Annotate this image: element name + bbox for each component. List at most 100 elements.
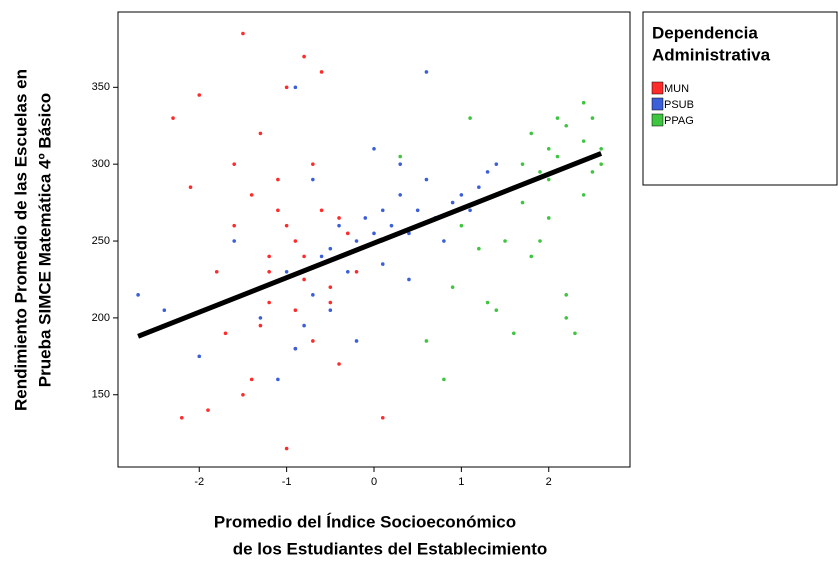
point	[354, 339, 359, 343]
point	[258, 316, 263, 320]
point	[241, 31, 245, 36]
point	[267, 269, 271, 274]
point	[197, 93, 202, 97]
point	[354, 269, 359, 274]
point	[276, 377, 280, 382]
point	[311, 293, 315, 297]
point	[284, 269, 289, 274]
x-tick-label: 1	[458, 476, 464, 488]
point	[564, 293, 569, 297]
y-tick-label: 200	[92, 312, 110, 324]
y-tick-label: 250	[92, 235, 110, 247]
point	[503, 239, 507, 243]
point	[293, 308, 298, 313]
point	[529, 131, 534, 136]
legend-title: Administrativa	[652, 45, 771, 64]
point	[319, 208, 324, 213]
x-tick-label: 2	[546, 476, 552, 488]
point	[477, 185, 481, 190]
point	[276, 177, 280, 182]
point	[424, 339, 429, 343]
point	[232, 162, 237, 166]
point	[249, 377, 254, 382]
point	[520, 162, 525, 166]
y-axis-title-line: Rendimiento Promedio de las Escuelas en	[11, 69, 30, 411]
point	[380, 208, 385, 213]
point	[276, 208, 280, 213]
legend-box	[642, 11, 838, 186]
point	[442, 239, 446, 243]
point	[293, 239, 298, 243]
point	[328, 308, 333, 313]
point	[389, 223, 394, 228]
point	[171, 116, 175, 120]
point	[302, 323, 306, 328]
point	[581, 139, 586, 143]
x-tick-label: -2	[194, 476, 204, 488]
x-axis-title-line: de los Estudiantes del Establecimiento	[233, 539, 548, 558]
point	[372, 147, 376, 151]
point	[398, 162, 403, 166]
point	[398, 193, 403, 197]
point	[345, 231, 350, 236]
y-axis-title-line: Prueba SIMCE Matemática 4º Básico	[35, 93, 54, 387]
legend-swatch	[651, 81, 664, 95]
point	[136, 293, 140, 297]
y-axis-title: Rendimiento Promedio de las Escuelas en …	[11, 69, 54, 411]
point	[450, 200, 455, 205]
point	[319, 70, 324, 74]
point	[424, 177, 429, 182]
point	[328, 300, 333, 305]
y-tick-label: 150	[92, 389, 110, 401]
point	[581, 193, 586, 197]
point	[162, 308, 167, 313]
point	[380, 416, 385, 420]
point	[468, 116, 472, 120]
point	[232, 239, 237, 243]
point	[380, 262, 385, 266]
legend-label: PSUB	[664, 99, 694, 111]
point	[564, 123, 569, 128]
point	[223, 331, 228, 336]
point	[188, 185, 193, 190]
x-tick-label: -1	[282, 476, 292, 488]
point	[546, 147, 551, 151]
point	[258, 131, 263, 136]
point	[311, 162, 315, 166]
point	[511, 331, 516, 336]
point	[459, 223, 464, 228]
point	[468, 208, 472, 213]
point	[581, 100, 586, 105]
point	[459, 193, 464, 197]
point	[354, 239, 359, 243]
legend-label: MUN	[664, 83, 689, 95]
point	[546, 216, 551, 220]
point	[415, 208, 420, 213]
point	[442, 377, 446, 382]
point	[311, 177, 315, 182]
point	[337, 223, 341, 228]
point	[179, 416, 184, 420]
trend-line	[137, 151, 603, 339]
y-tick-label: 300	[92, 158, 110, 170]
point	[337, 362, 341, 366]
point	[241, 392, 245, 397]
point	[407, 277, 411, 282]
point	[284, 223, 289, 228]
point	[319, 254, 324, 259]
point	[555, 116, 560, 120]
legend-title: Dependencia	[652, 23, 758, 42]
point	[302, 254, 306, 259]
point	[363, 216, 368, 220]
point	[293, 346, 298, 351]
point	[267, 254, 271, 259]
point	[249, 193, 254, 197]
point	[590, 170, 595, 174]
point	[538, 170, 542, 174]
point	[293, 85, 298, 90]
point	[590, 116, 595, 120]
point	[485, 170, 490, 174]
x-axis-title-line: Promedio del Índice Socioeconómico	[214, 512, 516, 531]
point	[232, 223, 237, 228]
